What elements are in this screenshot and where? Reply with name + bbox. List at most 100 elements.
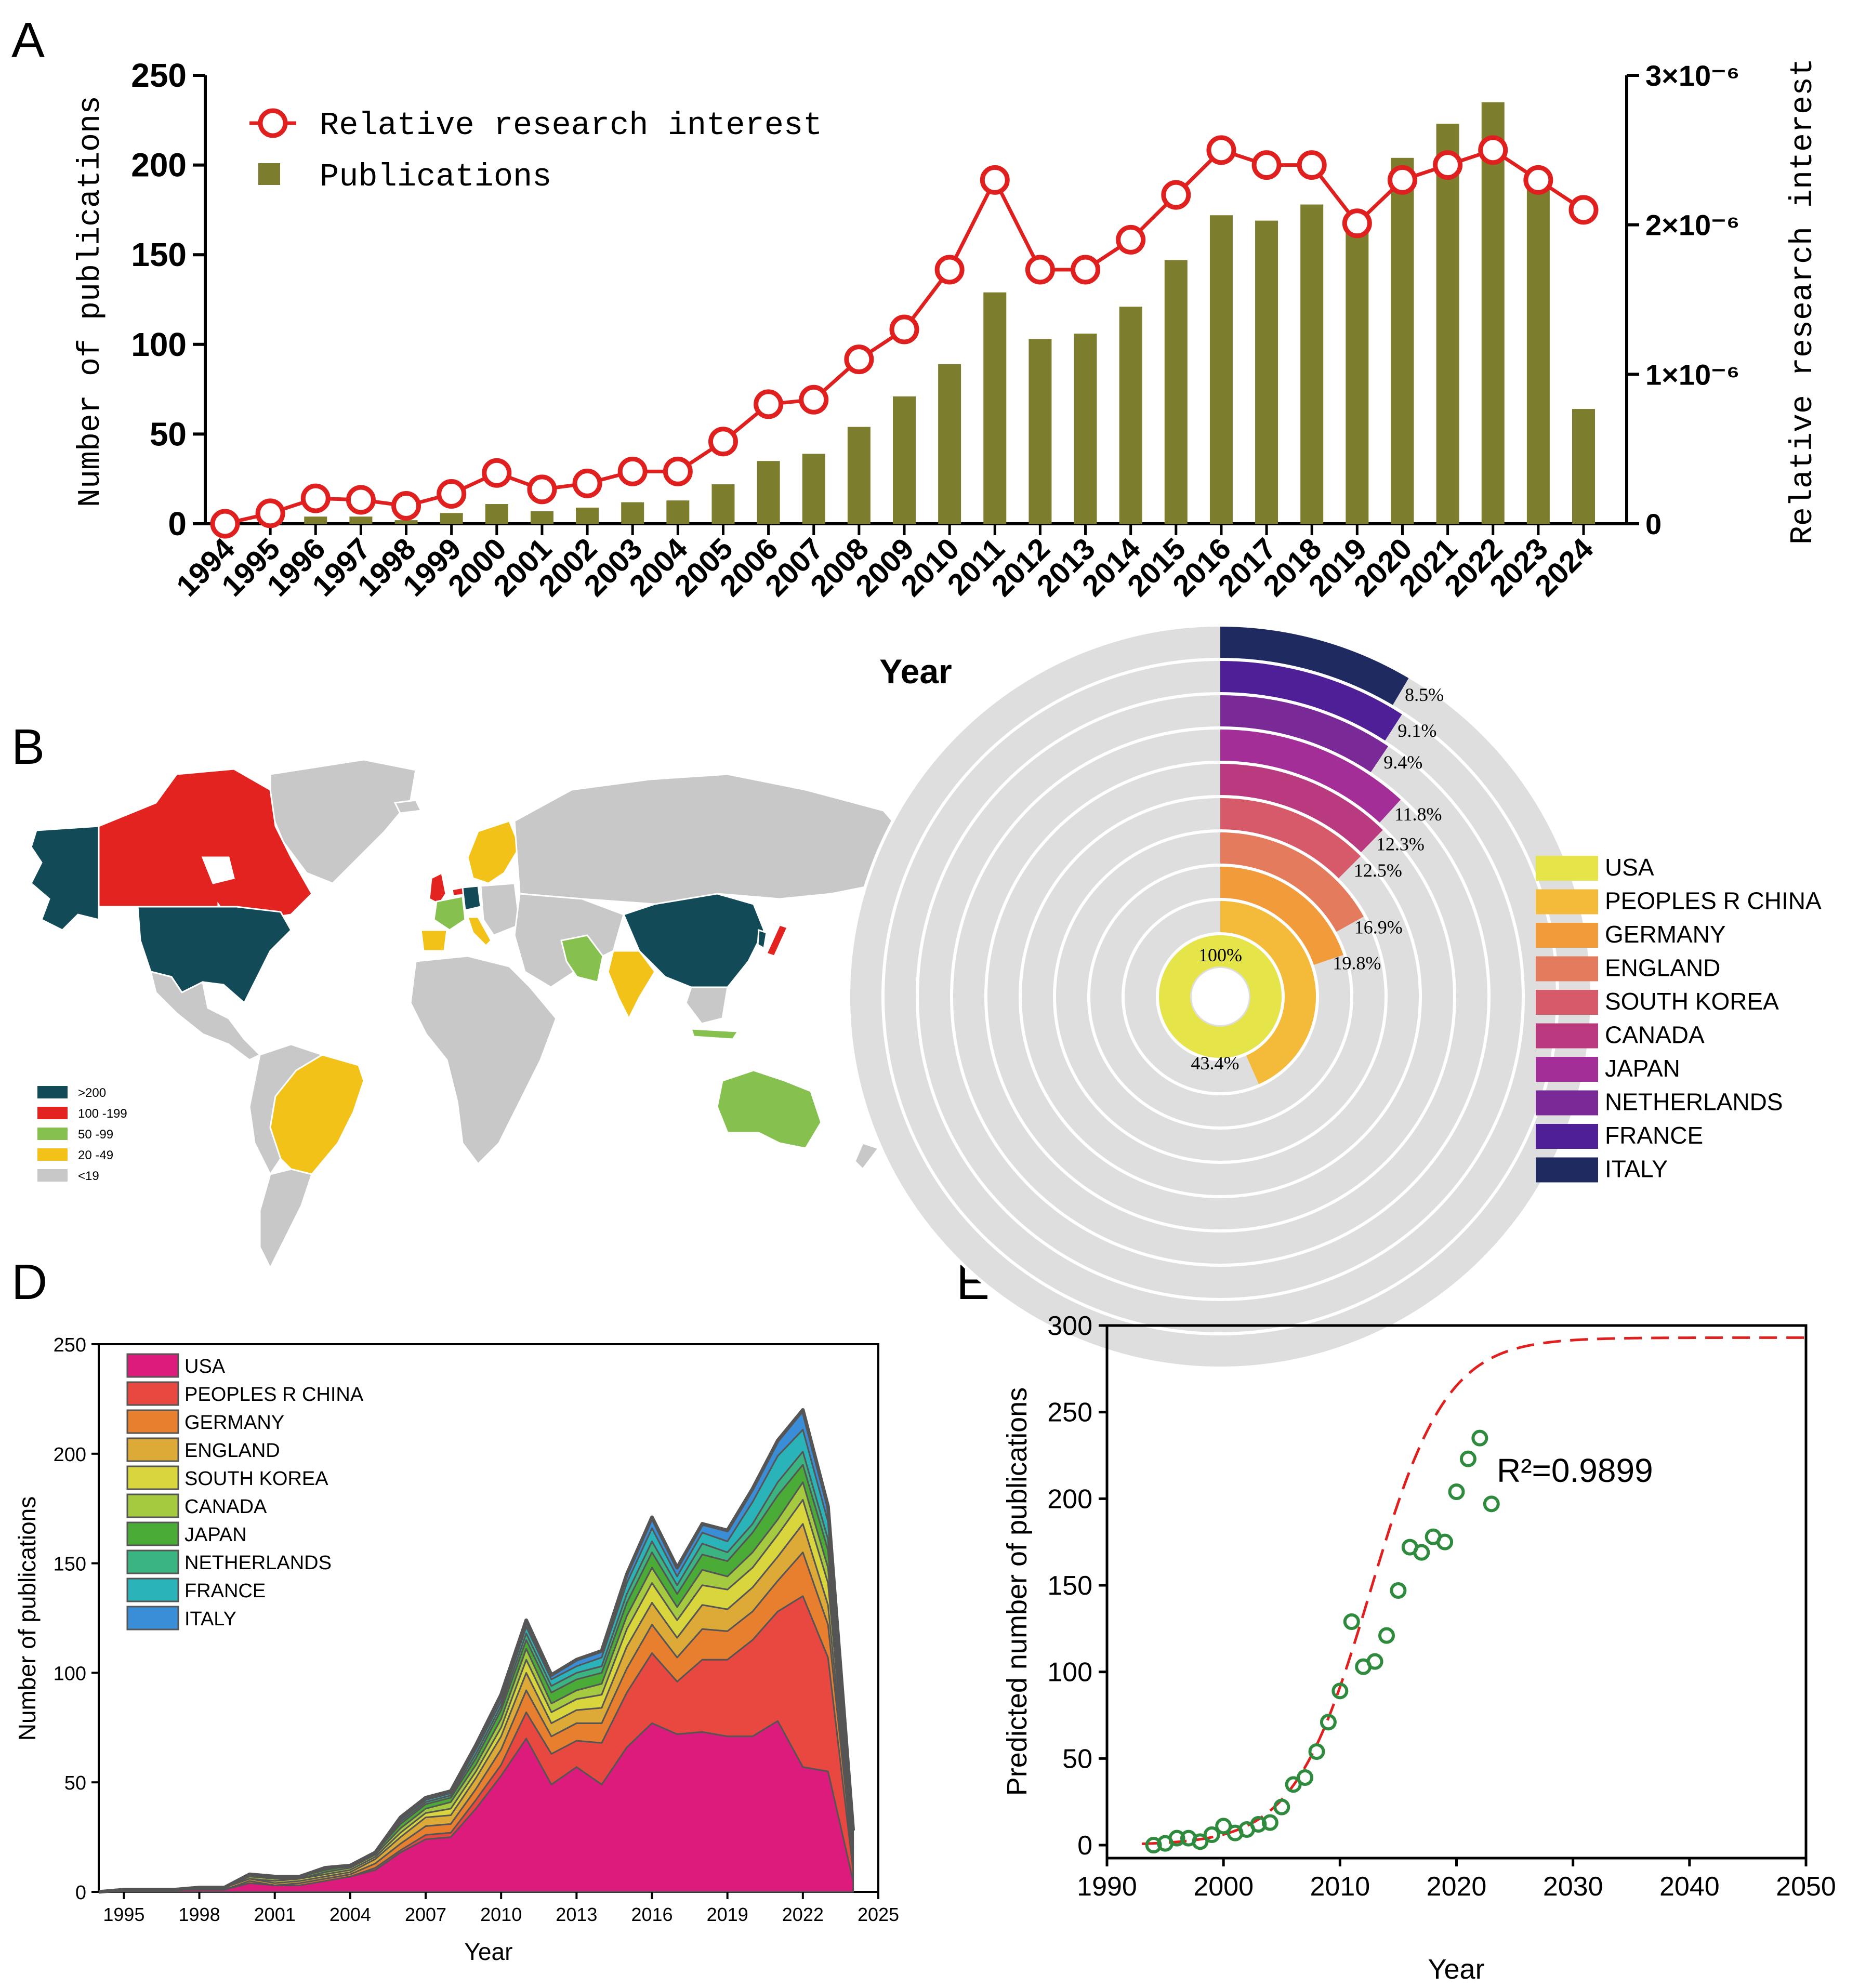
b-legend-swatch xyxy=(37,1148,68,1161)
d-xtick-label: 2001 xyxy=(254,1904,296,1925)
e-ylabel: Predicted number of publications xyxy=(1001,1387,1033,1796)
d-legend-swatch xyxy=(126,1521,179,1546)
a-bar-1996 xyxy=(304,516,327,524)
panel-e-scatter: 1990 2000 2010 2020 2030 2040 2050 0 50 100 150 20… xyxy=(1001,1311,1836,1985)
country-germany xyxy=(462,885,482,911)
d-legend-label: SOUTH KOREA xyxy=(184,1468,328,1490)
country-southeast-asia xyxy=(685,986,729,1025)
d-legend-label: FRANCE xyxy=(184,1580,266,1602)
panel-label-d: D xyxy=(11,1254,47,1310)
map-countries xyxy=(30,759,916,1270)
country-australia xyxy=(716,1069,822,1149)
c-legend-swatch xyxy=(1536,923,1598,948)
a-bar-2016 xyxy=(1209,215,1233,524)
e-xtick-label: 2010 xyxy=(1310,1872,1370,1902)
d-legend-label: USA xyxy=(184,1356,226,1377)
d-ytick-label: 100 xyxy=(54,1663,86,1685)
b-legend-swatch xyxy=(37,1107,68,1119)
d-xtick-label: 2022 xyxy=(782,1904,824,1925)
country-iceland xyxy=(393,799,423,814)
e-xtick-label: 2050 xyxy=(1776,1872,1836,1902)
c-legend-label: PEOPLES R CHINA xyxy=(1605,887,1822,915)
country-italy xyxy=(466,916,492,947)
a-interest-point-2014 xyxy=(1116,224,1146,255)
e-point-2017 xyxy=(1413,1544,1430,1561)
b-legend-label: 100 -199 xyxy=(78,1107,127,1121)
a-bar-2019 xyxy=(1346,224,1369,524)
c-percent-label: 8.5% xyxy=(1405,684,1444,705)
c-legend-label: ITALY xyxy=(1605,1156,1668,1183)
a-interest-point-2015 xyxy=(1161,180,1191,210)
a-legend: Relative research interest Publications xyxy=(249,107,822,195)
c-percent-label: 100% xyxy=(1198,945,1242,965)
d-legend-label: PEOPLES R CHINA xyxy=(184,1384,364,1406)
panel-b-world-map: >200 100 -199 50 -99 20 -49 <19 xyxy=(30,759,916,1270)
a-bar-2024 xyxy=(1572,409,1595,524)
country-iran xyxy=(560,934,604,983)
e-xtick-label: 2030 xyxy=(1543,1872,1603,1902)
e-point-2023 xyxy=(1483,1495,1500,1513)
c-ring-separator xyxy=(950,726,1491,1267)
a-bar-2021 xyxy=(1436,124,1459,524)
d-legend-label: JAPAN xyxy=(184,1524,247,1546)
e-ytick-label: 150 xyxy=(1047,1571,1092,1601)
a-interest-point-2024 xyxy=(1568,195,1599,225)
a-interest-point-2002 xyxy=(572,468,602,498)
a-legend-circle-marker xyxy=(258,108,288,138)
c-legend-label: USA xyxy=(1605,854,1654,881)
country-usa-alaska xyxy=(30,825,100,931)
c-legend-label: SOUTH KOREA xyxy=(1605,988,1779,1015)
country-russia xyxy=(513,773,916,905)
a-interest-point-2009 xyxy=(889,314,919,344)
a-interest-point-2016 xyxy=(1206,135,1236,165)
panel-c-radial-chart: 100% 43.4% 19.8% 16.9% 12.5% 12.3% 11.8% 9.4% 9.… xyxy=(847,624,1822,1370)
e-point-1994 xyxy=(1145,1837,1162,1853)
e-point-2009 xyxy=(1320,1714,1337,1731)
d-xtick-label: 2016 xyxy=(631,1904,673,1925)
c-legend-label: JAPAN xyxy=(1605,1055,1680,1082)
c-ring-separator xyxy=(984,761,1456,1232)
b-legend-swatch xyxy=(37,1086,68,1098)
e-point-2000 xyxy=(1215,1818,1232,1835)
d-legend-label: NETHERLANDS xyxy=(184,1552,332,1574)
a-interest-point-1996 xyxy=(300,483,331,513)
country-china xyxy=(622,893,765,988)
d-legend-swatch xyxy=(126,1465,179,1490)
a-interest-point-2018 xyxy=(1297,150,1327,180)
d-legend-swatch xyxy=(126,1381,179,1406)
a-interest-point-1994 xyxy=(210,509,240,539)
d-xtick-label: 2013 xyxy=(556,1904,597,1925)
d-legend-swatch xyxy=(126,1549,179,1574)
a-bar-2014 xyxy=(1119,307,1142,524)
a-ytick-label: 150 xyxy=(131,236,187,273)
a-ylabel: Number of publications xyxy=(73,96,109,507)
c-arc-NETHERLANDS xyxy=(1220,695,1388,773)
country-africa xyxy=(410,955,557,1165)
a-interest-point-2010 xyxy=(934,255,965,285)
c-legend-label: ENGLAND xyxy=(1605,955,1720,982)
country-south-korea xyxy=(757,929,768,950)
a-bar-1997 xyxy=(349,516,373,524)
c-arc-CANADA xyxy=(1220,764,1383,853)
a-bar-2004 xyxy=(666,500,690,524)
d-total-outline xyxy=(98,1408,855,1894)
c-percent-label: 19.8% xyxy=(1333,952,1381,973)
e-xlabel: Year xyxy=(1428,1954,1484,1985)
a-interest-point-2008 xyxy=(844,344,874,375)
e-point-2005 xyxy=(1273,1798,1290,1815)
d-ytick-label: 250 xyxy=(54,1334,86,1356)
a-interest-point-1997 xyxy=(346,485,376,515)
a-bar-2011 xyxy=(983,292,1007,524)
c-percent-label: 9.1% xyxy=(1397,720,1436,741)
a-bar-2012 xyxy=(1029,339,1052,524)
a-bar-2008 xyxy=(847,427,871,524)
e-fit-curve xyxy=(1142,1336,1806,1846)
b-legend-label: 20 -49 xyxy=(78,1148,113,1162)
d-xtick-label: 2019 xyxy=(707,1904,748,1925)
a-interest-point-2013 xyxy=(1071,255,1101,285)
a-interest-point-2005 xyxy=(708,427,738,457)
a-bar-2015 xyxy=(1164,260,1188,524)
e-point-2003 xyxy=(1250,1816,1267,1833)
a-bar-2022 xyxy=(1481,102,1505,524)
a-bar-2020 xyxy=(1391,157,1414,524)
